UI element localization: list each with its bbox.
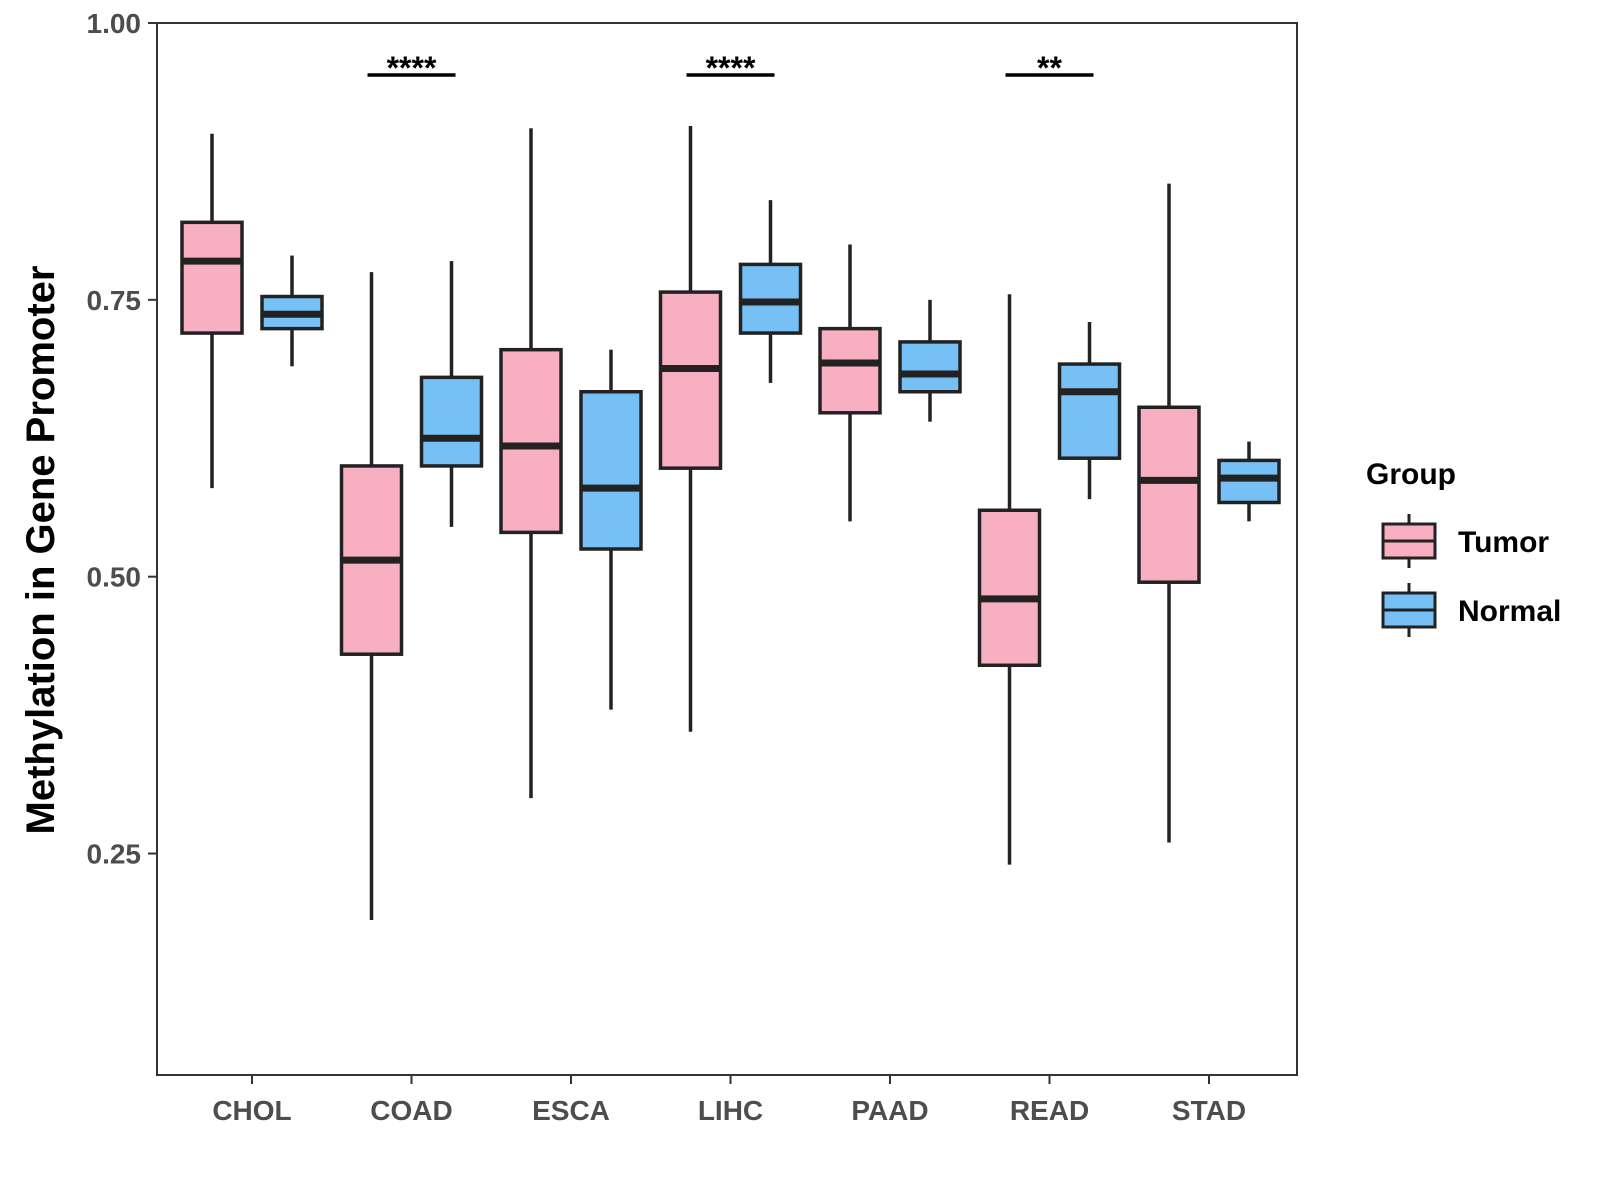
x-tick-label-lihc: LIHC: [698, 1095, 763, 1126]
box-iqr: [1137, 405, 1201, 584]
box-tumor-stad: [1137, 183, 1201, 843]
y-tick-label: 0.50: [87, 562, 142, 593]
x-tick-label-esca: ESCA: [532, 1095, 610, 1126]
legend-entry-tumor: Tumor: [1381, 514, 1549, 568]
box-iqr: [818, 326, 882, 415]
x-tick-label-paad: PAAD: [851, 1095, 928, 1126]
y-tick-label: 0.75: [87, 285, 142, 316]
box-normal-esca: [579, 349, 643, 710]
legend-label: Tumor: [1458, 526, 1549, 559]
x-tick-label-stad: STAD: [1172, 1095, 1246, 1126]
y-tick-label: 1.00: [87, 8, 142, 39]
box-normal-stad: [1217, 441, 1281, 522]
y-axis-title: Methylation in Gene Promoter: [19, 266, 63, 835]
x-tick-label-read: READ: [1010, 1095, 1089, 1126]
box-tumor-coad: [339, 272, 404, 920]
x-tick-label-coad: COAD: [370, 1095, 452, 1126]
box-iqr: [658, 290, 723, 470]
x-tick-label-chol: CHOL: [212, 1095, 291, 1126]
x-axis: CHOL COAD ESCA LIHC PAAD READ STAD: [212, 1075, 1246, 1126]
significance-label: ****: [387, 50, 437, 86]
legend-label: Normal: [1458, 595, 1561, 628]
legend-title: Group: [1366, 458, 1456, 491]
box-normal-coad: [419, 261, 484, 527]
y-axis: 0.25 0.50 0.75 1.00: [87, 8, 157, 870]
box-tumor-lihc: [658, 125, 723, 732]
box-normal-read: [1057, 321, 1122, 500]
box-normal-chol: [260, 255, 324, 367]
box-iqr: [419, 375, 484, 468]
significance-label: **: [1037, 50, 1062, 86]
box-iqr: [1057, 362, 1122, 460]
box-iqr: [579, 390, 643, 551]
box-tumor-esca: [499, 128, 563, 799]
boxes-layer: [180, 125, 1281, 920]
box-normal-lihc: [738, 200, 803, 383]
legend-entry-normal: Normal: [1381, 583, 1561, 637]
box-tumor-paad: [818, 244, 882, 522]
legend: Group Tumor Normal: [1366, 458, 1561, 637]
y-tick-label: 0.25: [87, 839, 142, 870]
box-iqr: [180, 220, 244, 335]
box-normal-paad: [898, 299, 962, 422]
box-iqr: [977, 508, 1042, 668]
plot-panel: [156, 22, 1298, 1076]
box-tumor-chol: [180, 133, 244, 489]
box-iqr: [898, 340, 962, 394]
significance-annotations: **** **** **: [367, 50, 1094, 86]
box-tumor-read: [977, 294, 1042, 865]
box-iqr: [499, 347, 563, 535]
significance-label: ****: [706, 50, 756, 86]
